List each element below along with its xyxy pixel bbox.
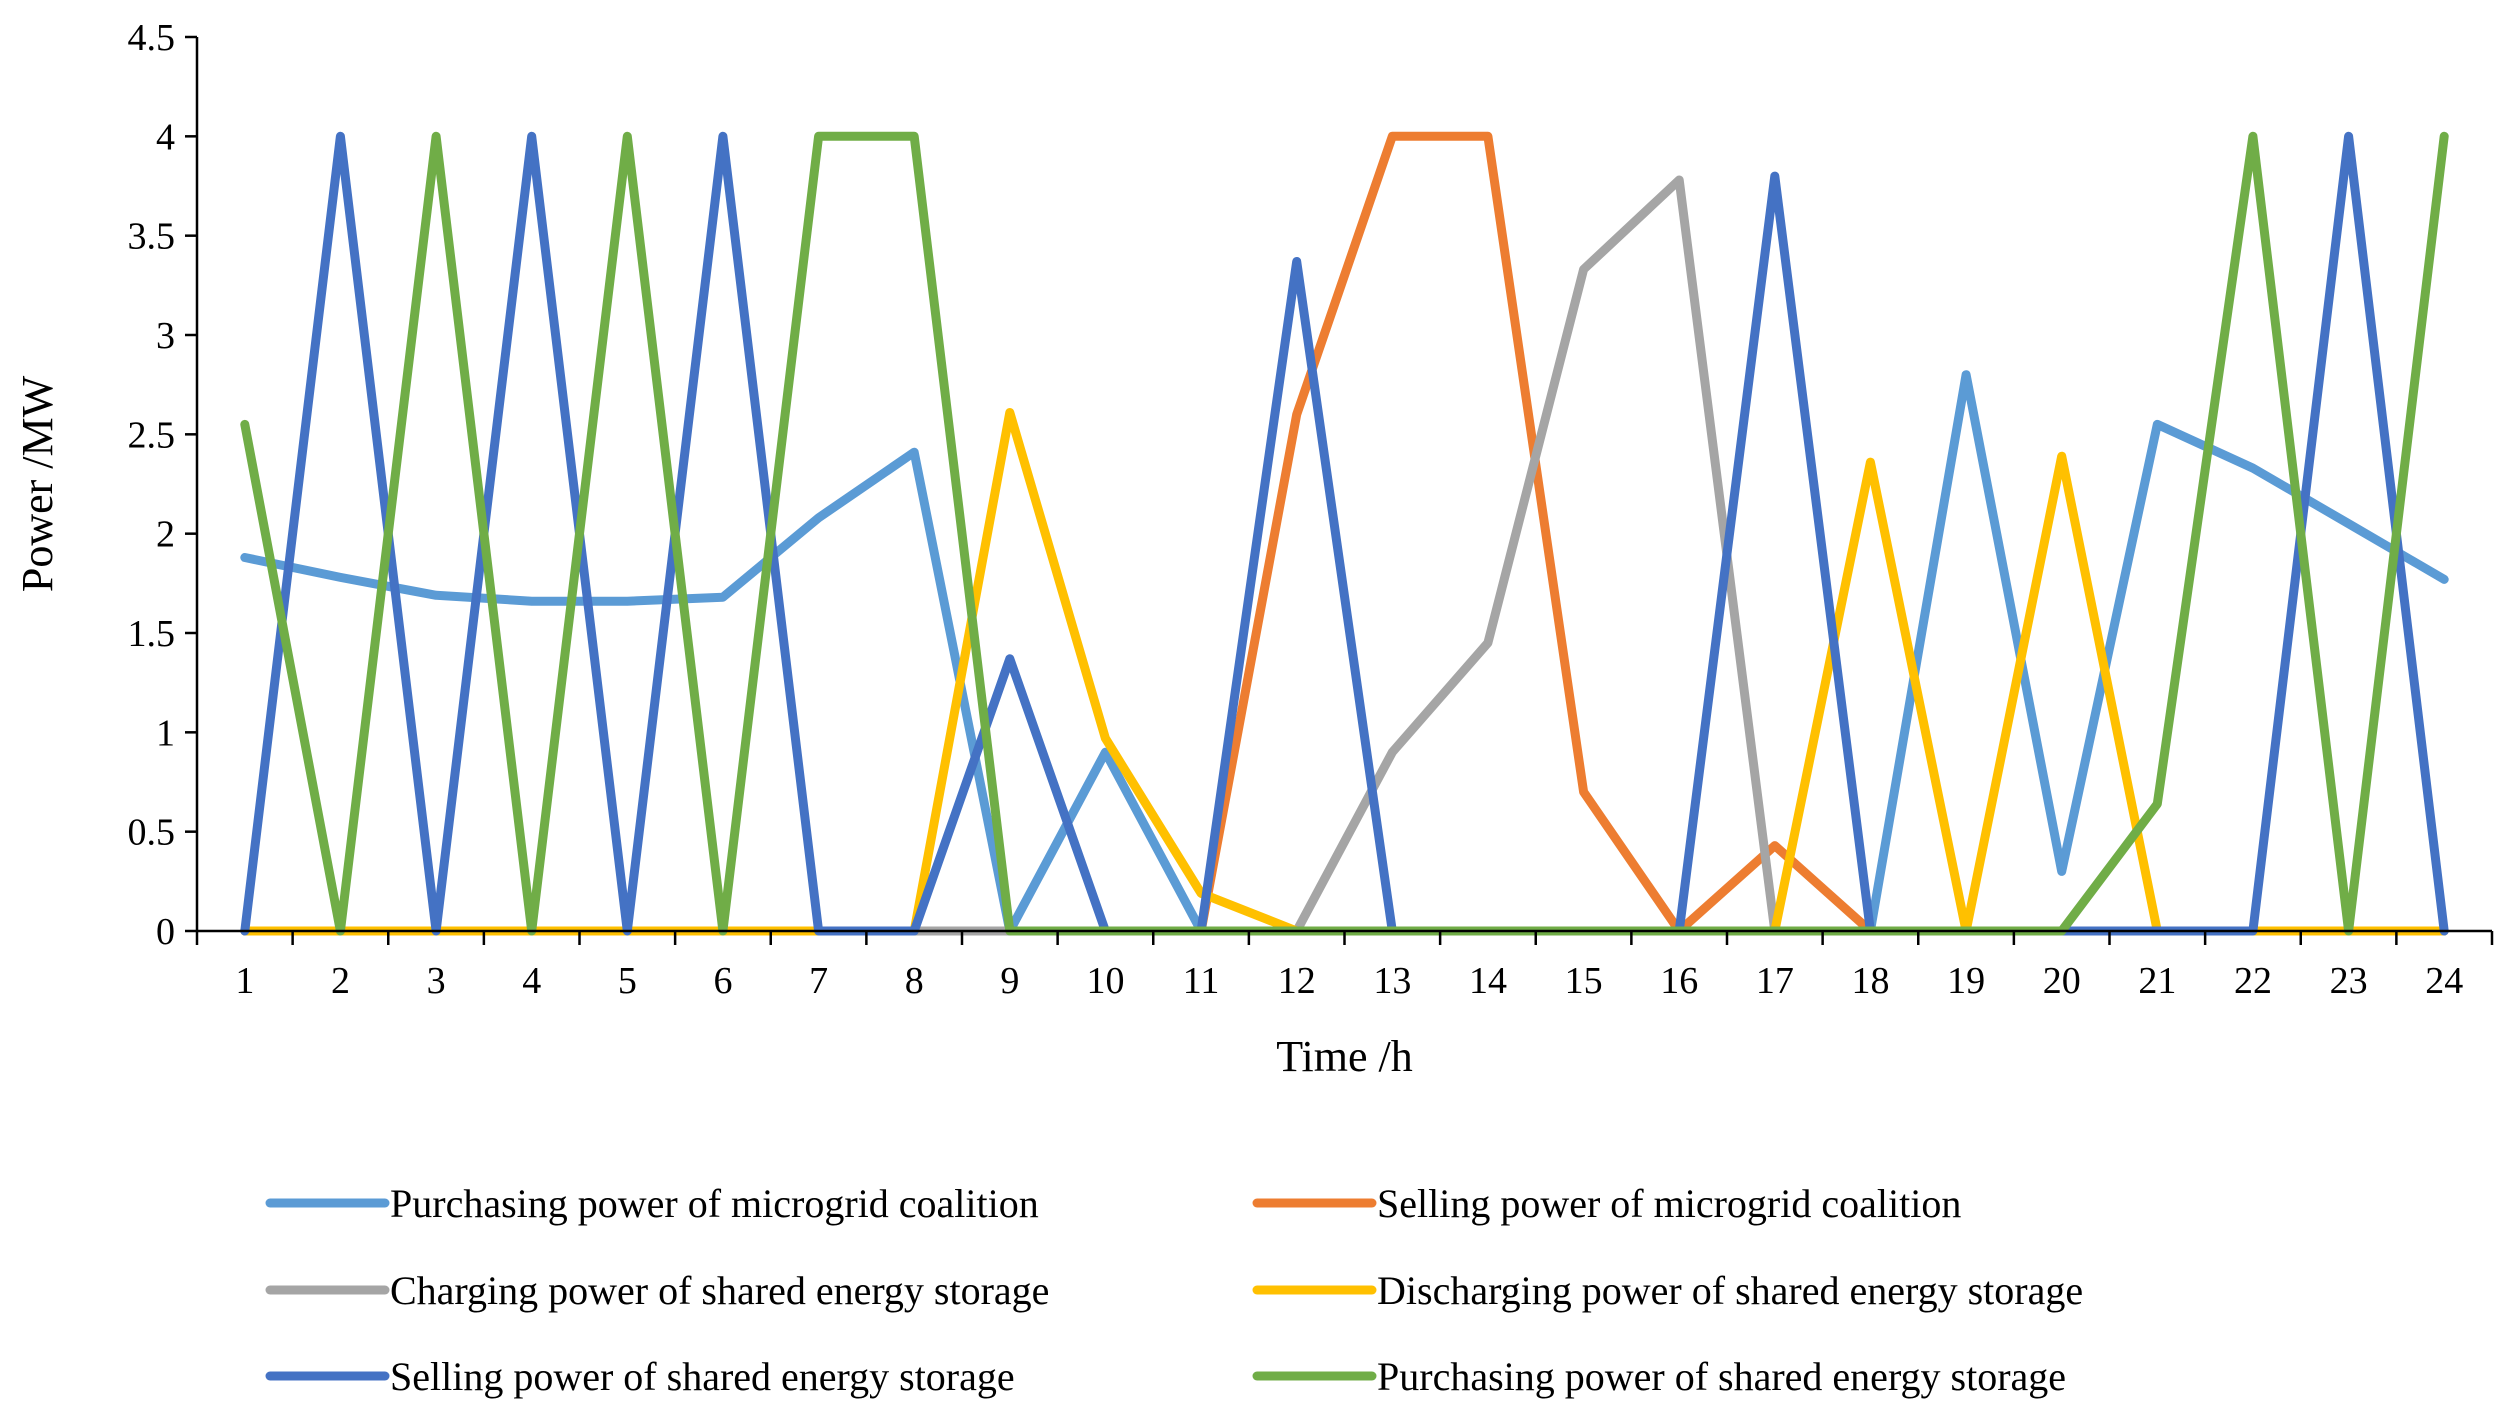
y-tick-label: 0 bbox=[156, 911, 175, 953]
x-tick-label: 13 bbox=[1373, 960, 1411, 1002]
x-tick-label: 20 bbox=[2043, 960, 2081, 1002]
x-axis-title: Time /h bbox=[1276, 1032, 1413, 1081]
x-tick-label: 3 bbox=[427, 960, 446, 1002]
legend-label: Selling power of shared energy storage bbox=[390, 1354, 1015, 1399]
x-tick-label: 17 bbox=[1756, 960, 1794, 1002]
x-tick-label: 18 bbox=[1851, 960, 1889, 1002]
x-tick-label: 15 bbox=[1565, 960, 1603, 1002]
y-tick-label: 0.5 bbox=[128, 812, 176, 854]
legend-label: Charging power of shared energy storage bbox=[390, 1268, 1049, 1313]
legend: Purchasing power of microgrid coalition S… bbox=[265, 1181, 2083, 1399]
y-tick-label: 4.5 bbox=[128, 17, 176, 59]
y-tick-label: 4 bbox=[156, 116, 175, 158]
series-line-purchasing-power-of-shared-energy-storage bbox=[240, 131, 2449, 936]
x-tick-label: 1 bbox=[235, 960, 254, 1002]
legend-item: Selling power of microgrid coalition bbox=[1252, 1181, 1961, 1226]
series-lines bbox=[240, 131, 2449, 936]
x-tick-label: 9 bbox=[1000, 960, 1019, 1002]
x-tick-label: 11 bbox=[1183, 960, 1220, 1002]
y-tick-label: 2 bbox=[156, 514, 175, 556]
y-tick-label: 3 bbox=[156, 315, 175, 357]
y-tick-label: 1 bbox=[156, 712, 175, 754]
legend-item: Charging power of shared energy storage bbox=[265, 1268, 1049, 1313]
x-tick-label: 2 bbox=[331, 960, 350, 1002]
x-tick-label: 6 bbox=[713, 960, 732, 1002]
legend-label: Selling power of microgrid coalition bbox=[1377, 1181, 1961, 1226]
y-axis-title: Power /MW bbox=[13, 375, 62, 592]
legend-label: Purchasing power of shared energy storag… bbox=[1377, 1354, 2066, 1399]
x-tick-label: 16 bbox=[1660, 960, 1698, 1002]
legend-item: Purchasing power of shared energy storag… bbox=[1252, 1354, 2066, 1399]
x-tick-label: 24 bbox=[2425, 960, 2463, 1002]
legend-item: Purchasing power of microgrid coalition bbox=[265, 1181, 1039, 1226]
x-tick-label: 14 bbox=[1469, 960, 1507, 1002]
series-line-selling-power-of-microgrid-coalition bbox=[240, 131, 2449, 936]
x-tick-label: 10 bbox=[1086, 960, 1124, 1002]
legend-label: Purchasing power of microgrid coalition bbox=[390, 1181, 1039, 1226]
y-axis-ticks: 0 0.5 1 1.5 2 2.5 3 3.5 4 4.5 bbox=[128, 17, 197, 953]
x-tick-label: 7 bbox=[809, 960, 828, 1002]
x-tick-label: 22 bbox=[2234, 960, 2272, 1002]
x-tick-label: 5 bbox=[618, 960, 637, 1002]
x-tick-label: 19 bbox=[1947, 960, 1985, 1002]
y-tick-label: 2.5 bbox=[128, 414, 176, 456]
x-tick-label: 23 bbox=[2330, 960, 2368, 1002]
y-tick-label: 3.5 bbox=[128, 216, 176, 258]
x-tick-label: 21 bbox=[2138, 960, 2176, 1002]
x-tick-label: 8 bbox=[905, 960, 924, 1002]
x-tick-label: 4 bbox=[522, 960, 541, 1002]
legend-label: Discharging power of shared energy stora… bbox=[1377, 1268, 2083, 1313]
legend-item: Selling power of shared energy storage bbox=[265, 1354, 1015, 1399]
y-tick-label: 1.5 bbox=[128, 613, 176, 655]
x-axis-ticks: 1 2 3 4 5 6 7 8 9 10 11 12 13 14 15 16 17 18 19 20 21 22 23 24 bbox=[195, 931, 2494, 1002]
x-tick-label: 12 bbox=[1278, 960, 1316, 1002]
series-line-selling-power-of-shared-energy-storage bbox=[240, 131, 2449, 936]
legend-item: Discharging power of shared energy stora… bbox=[1252, 1268, 2083, 1313]
